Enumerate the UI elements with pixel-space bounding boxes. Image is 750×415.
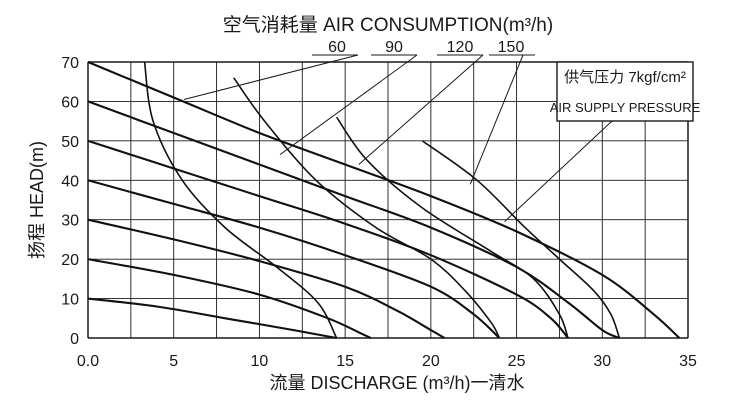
y-tick-label: 50 <box>61 134 79 151</box>
chart-title: 空气消耗量 AIR CONSUMPTION(m³/h) <box>223 14 553 36</box>
y-axis-title: 扬程 HEAD(m) <box>27 141 47 259</box>
consumption-curve-60 <box>143 61 338 339</box>
consumption-label-60: 60 <box>328 39 346 56</box>
label-leader-line <box>183 54 359 100</box>
x-tick-label: 0.0 <box>77 353 99 370</box>
y-tick-label: 70 <box>61 55 79 72</box>
tick-labels: 0.0 5 10 15 20 25 30 35 0 10 20 30 40 50 60 70 <box>61 55 697 370</box>
y-tick-label: 40 <box>61 173 79 190</box>
x-tick-label: 25 <box>508 353 526 370</box>
pressure-curves <box>87 61 681 340</box>
y-tick-label: 10 <box>61 292 79 309</box>
y-tick-label: 0 <box>70 331 79 348</box>
consumption-labels: 60 90 120 150 <box>328 39 524 56</box>
y-tick-label: 30 <box>61 213 79 230</box>
consumption-label-120: 120 <box>447 39 474 56</box>
pressure-curve <box>87 179 501 339</box>
x-tick-label: 10 <box>251 353 269 370</box>
legend-box: 供气压力 7kgf/cm² AIR SUPPLY PRESSURE <box>550 61 701 122</box>
x-tick-label: 20 <box>422 353 440 370</box>
pressure-curve <box>87 100 620 339</box>
y-tick-label: 60 <box>61 94 79 111</box>
legend-leader-line <box>504 120 613 223</box>
x-tick-label: 30 <box>593 353 611 370</box>
pressure-curve <box>87 258 372 339</box>
pressure-curve <box>87 297 337 340</box>
x-tick-label: 15 <box>336 353 354 370</box>
label-leaders <box>183 54 613 223</box>
consumption-label-90: 90 <box>385 39 403 56</box>
label-leader-line <box>358 54 484 165</box>
pressure-curve <box>87 61 681 339</box>
x-tick-label: 35 <box>679 353 697 370</box>
pressure-curve <box>87 139 569 339</box>
legend-line2: AIR SUPPLY PRESSURE <box>550 100 701 115</box>
legend-frame <box>556 61 694 122</box>
label-leader-line <box>279 54 418 156</box>
y-tick-label: 20 <box>61 252 79 269</box>
pressure-curve <box>87 218 446 339</box>
x-axis-title: 流量 DISCHARGE (m³/h)一清水 <box>269 373 524 393</box>
consumption-curve-90 <box>233 77 501 339</box>
consumption-curve-150 <box>421 140 621 339</box>
consumption-curves <box>143 61 621 339</box>
consumption-label-150: 150 <box>498 39 525 56</box>
consumption-curve-120 <box>335 116 569 339</box>
label-leader-line <box>469 54 524 185</box>
x-tick-label: 5 <box>169 353 178 370</box>
legend-line1: 供气压力 7kgf/cm² <box>564 69 686 86</box>
